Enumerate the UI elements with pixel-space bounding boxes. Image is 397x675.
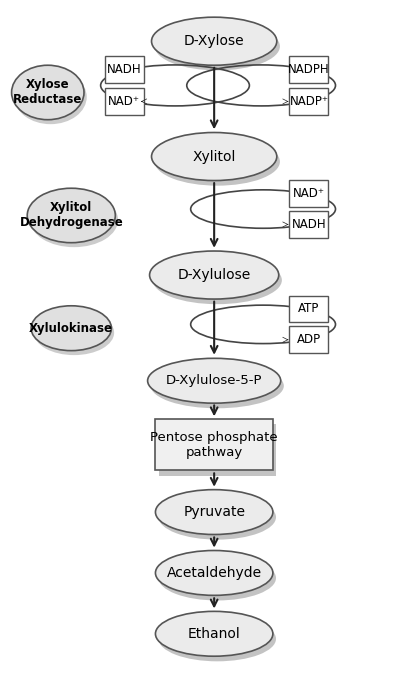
FancyBboxPatch shape [289, 56, 328, 83]
Text: Pentose phosphate
pathway: Pentose phosphate pathway [150, 431, 278, 459]
Text: NADH: NADH [291, 218, 326, 231]
FancyBboxPatch shape [289, 180, 328, 207]
Text: NADP⁺: NADP⁺ [289, 95, 328, 108]
Text: Xylose
Reductase: Xylose Reductase [13, 78, 83, 107]
Ellipse shape [156, 489, 273, 535]
Ellipse shape [148, 358, 281, 403]
FancyBboxPatch shape [104, 56, 144, 83]
Ellipse shape [156, 551, 273, 595]
Ellipse shape [158, 556, 276, 601]
Ellipse shape [152, 17, 277, 65]
Text: D-Xylulose-5-P: D-Xylulose-5-P [166, 374, 262, 387]
Ellipse shape [12, 65, 84, 119]
Text: ADP: ADP [297, 333, 321, 346]
Text: ATP: ATP [298, 302, 320, 315]
FancyBboxPatch shape [158, 425, 276, 476]
Ellipse shape [158, 616, 276, 662]
Text: NADH: NADH [107, 63, 141, 76]
FancyBboxPatch shape [156, 419, 273, 470]
Text: NAD⁺: NAD⁺ [293, 187, 325, 200]
Ellipse shape [30, 193, 118, 247]
FancyBboxPatch shape [104, 88, 144, 115]
Text: Xylitol
Dehydrogenase: Xylitol Dehydrogenase [19, 201, 123, 230]
FancyBboxPatch shape [289, 296, 328, 323]
Ellipse shape [158, 495, 276, 539]
Ellipse shape [34, 310, 114, 355]
Text: NAD⁺: NAD⁺ [108, 95, 140, 108]
Ellipse shape [155, 138, 280, 186]
FancyBboxPatch shape [289, 211, 328, 238]
Ellipse shape [31, 306, 112, 350]
Text: Xylulokinase: Xylulokinase [29, 322, 113, 335]
Ellipse shape [152, 132, 277, 180]
Text: NADPH: NADPH [288, 63, 330, 76]
Text: Pyruvate: Pyruvate [183, 505, 245, 519]
Text: Ethanol: Ethanol [188, 627, 241, 641]
Ellipse shape [155, 22, 280, 70]
Ellipse shape [14, 70, 87, 124]
Ellipse shape [156, 612, 273, 656]
FancyBboxPatch shape [289, 88, 328, 115]
Ellipse shape [27, 188, 115, 243]
Text: D-Xylulose: D-Xylulose [177, 268, 251, 282]
Ellipse shape [151, 363, 284, 408]
Text: D-Xylose: D-Xylose [184, 34, 245, 48]
Ellipse shape [150, 251, 279, 299]
Ellipse shape [153, 256, 282, 304]
Text: Acetaldehyde: Acetaldehyde [167, 566, 262, 580]
Text: Xylitol: Xylitol [193, 150, 236, 163]
FancyBboxPatch shape [289, 326, 328, 353]
